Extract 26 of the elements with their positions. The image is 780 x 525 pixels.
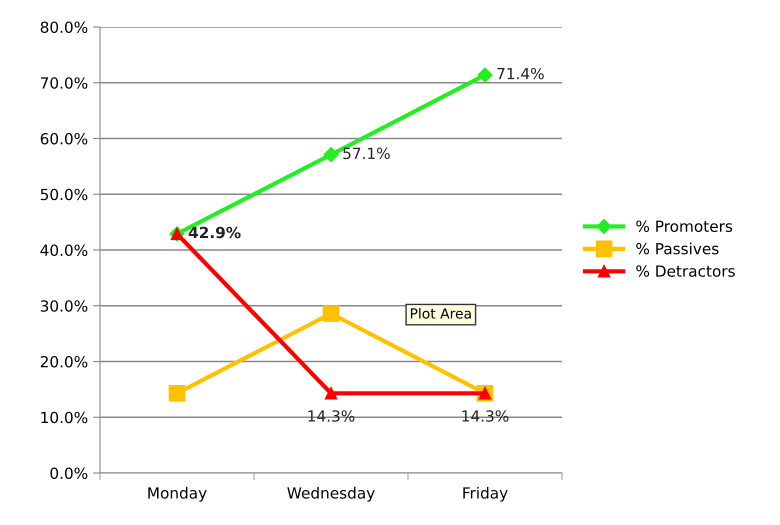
point [323, 147, 339, 162]
y-tick-label: 80.0% [40, 21, 88, 34]
point [322, 305, 340, 322]
data-label: 57.1% [343, 148, 390, 160]
y-tick-label: 0.0% [50, 467, 88, 480]
data-label: 42.9% [188, 226, 241, 238]
y-tick-label: 30.0% [40, 300, 88, 312]
point [168, 384, 186, 402]
y-tick-label: 70.0% [40, 77, 88, 89]
y-tick-label: 10.0% [41, 412, 88, 424]
data-label: 14.3% [308, 410, 354, 422]
legend-label: % Promoters [636, 220, 732, 232]
legend-label: % Detractors [636, 265, 735, 277]
y-tick-label: 40.0% [40, 244, 88, 256]
data-label: 14.3% [462, 410, 508, 422]
point [324, 387, 338, 400]
x-tick-label: Friday [463, 486, 508, 502]
data-label: 71.4% [497, 68, 544, 80]
y-tick-label: 50.0% [40, 188, 88, 200]
y-tick-label: 20.0% [40, 356, 88, 368]
annotation: Plot Area [410, 308, 471, 319]
legend-label: % Passives [636, 242, 718, 254]
x-tick-label: Wednesday [287, 486, 375, 502]
y-tick-label: 60.0% [40, 132, 88, 145]
x-tick-label: Monday [148, 486, 207, 502]
point [477, 67, 493, 83]
